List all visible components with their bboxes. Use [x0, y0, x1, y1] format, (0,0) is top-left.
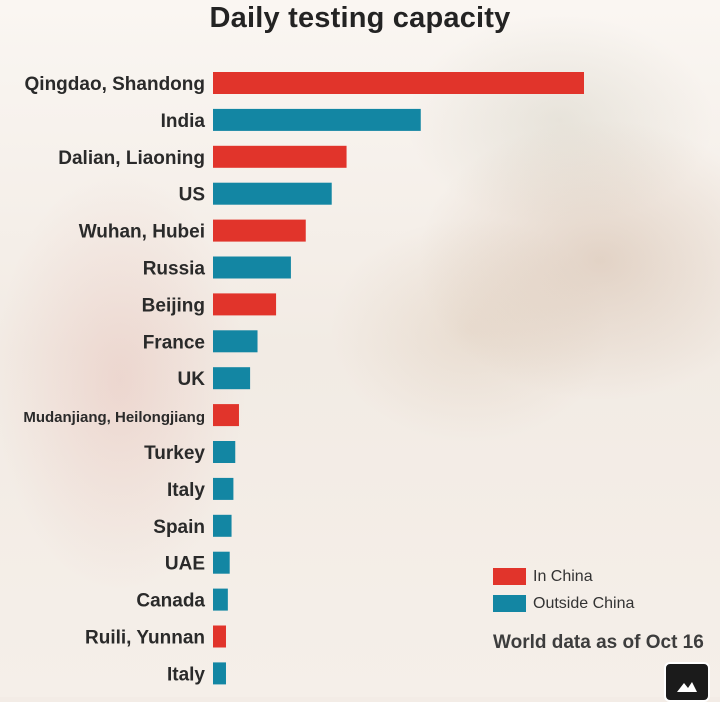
- category-label: Spain: [153, 517, 205, 538]
- bar: [213, 330, 258, 353]
- bar: [213, 662, 226, 685]
- category-label: Turkey: [144, 443, 205, 464]
- bar: [213, 404, 239, 427]
- image-icon: [677, 682, 697, 692]
- bar: [213, 551, 230, 574]
- category-label: UAE: [165, 554, 205, 575]
- bar: [213, 256, 291, 279]
- category-label: Canada: [136, 591, 205, 612]
- category-label: India: [161, 111, 206, 132]
- legend: In China Outside China: [493, 563, 634, 617]
- bar: [213, 145, 347, 168]
- bar: [213, 588, 228, 611]
- category-label: Italy: [167, 480, 205, 501]
- category-label: Ruili, Yunnan: [85, 628, 205, 649]
- category-label: Qingdao, Shandong: [25, 74, 205, 95]
- category-label: Mudanjiang, Heilongjiang: [23, 409, 205, 426]
- data-date-note: World data as of Oct 16: [493, 632, 704, 653]
- legend-label-in-china: In China: [533, 567, 593, 585]
- legend-item-in-china: In China: [493, 563, 634, 590]
- category-label: Russia: [143, 259, 206, 280]
- bar: [213, 625, 226, 648]
- bar: [213, 477, 234, 500]
- legend-swatch-outside-china: [493, 595, 526, 612]
- bar: [213, 219, 306, 242]
- bar: [213, 108, 421, 131]
- bar: [213, 367, 251, 390]
- category-label: US: [179, 185, 205, 206]
- bar: [213, 72, 584, 94]
- category-label: Beijing: [142, 295, 205, 316]
- category-label: France: [143, 332, 205, 353]
- legend-swatch-in-china: [493, 568, 526, 585]
- image-view-button[interactable]: [664, 662, 710, 702]
- bar: [213, 182, 332, 205]
- bar: [213, 441, 236, 463]
- bar: [213, 514, 232, 537]
- category-label: UK: [178, 369, 206, 390]
- category-label: Italy: [167, 664, 205, 685]
- chart-title: Daily testing capacity: [209, 2, 511, 34]
- bar: [213, 293, 277, 316]
- legend-item-outside-china: Outside China: [493, 590, 634, 617]
- category-label: Dalian, Liaoning: [58, 148, 205, 169]
- legend-label-outside-china: Outside China: [533, 594, 635, 612]
- category-label: Wuhan, Hubei: [79, 222, 205, 243]
